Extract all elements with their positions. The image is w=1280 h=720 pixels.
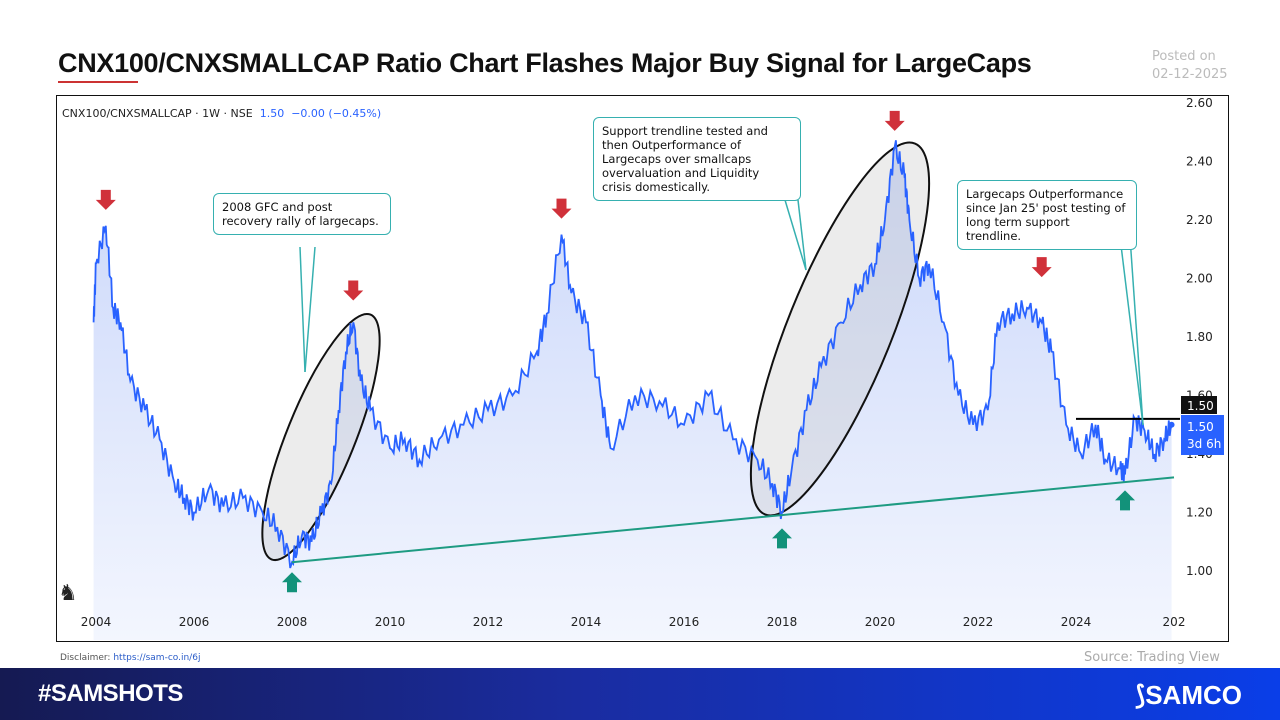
callout-pointer (797, 199, 807, 271)
x-tick-label: 2014 (571, 615, 602, 629)
sell-arrow-icon (884, 110, 905, 131)
series-line (92, 140, 1173, 569)
y-tick-label: 2.60 (1186, 96, 1213, 110)
callout-pointer (1129, 236, 1144, 426)
callout-2025: Largecaps Outperformance since Jan 25' p… (957, 180, 1137, 250)
current-price-tag (1181, 415, 1224, 455)
legend-price: 1.50 (259, 107, 285, 120)
callout-pointer (1119, 236, 1144, 426)
sell-arrow-icon (1031, 257, 1052, 278)
hashtag: #SAMSHOTS (38, 680, 183, 707)
tradingview-logo-icon: ♞ (58, 581, 78, 606)
samco-logo: ⟆SAMCO (1135, 680, 1242, 711)
x-tick-label: 2024 (1061, 615, 1092, 629)
x-tick-label: 2022 (963, 615, 994, 629)
highlight-ellipse-2018 (749, 141, 931, 517)
callout-pointer (304, 246, 316, 373)
buy-arrow-icon (282, 572, 302, 593)
posted-date: 02-12-2025 (1152, 67, 1228, 82)
symbol-info: CNX100/CNXSMALLCAP · 1W · NSE (62, 107, 253, 120)
callout-2018: Support trendline tested and then Outper… (593, 117, 801, 201)
x-tick-label: 2006 (179, 615, 210, 629)
y-tick-label: 2.40 (1186, 155, 1213, 169)
callout-pointer (784, 199, 807, 271)
title-underline (58, 81, 138, 83)
callout-2008: 2008 GFC and post recovery rally of larg… (213, 193, 391, 235)
area-fill (93, 140, 1172, 641)
chart-frame (56, 95, 1229, 642)
x-tick-label: 2018 (767, 615, 798, 629)
x-tick-label: 202 (1163, 615, 1186, 629)
posted-label: Posted on (1152, 49, 1216, 64)
page-title: CNX100/CNXSMALLCAP Ratio Chart Flashes M… (58, 48, 1032, 78)
sell-arrow-icon (343, 280, 364, 301)
x-tick-label: 2008 (277, 615, 308, 629)
highlight-ellipse-2008 (261, 312, 381, 562)
callout-pointer (299, 246, 306, 373)
support-trendline (291, 476, 1175, 564)
x-tick-label: 2020 (865, 615, 896, 629)
samco-logo-text: SAMCO (1145, 680, 1242, 710)
chart-legend: CNX100/CNXSMALLCAP · 1W · NSE 1.50 −0.00… (62, 107, 381, 120)
y-tick-label: 2.20 (1186, 213, 1213, 227)
countdown-text: 3d 6h (1187, 437, 1221, 451)
source-note: Source: Trading View (1084, 650, 1220, 665)
y-tick-label: 1.00 (1186, 564, 1213, 578)
samco-logo-icon: ⟆ (1135, 680, 1146, 710)
sell-arrow-icon (551, 198, 572, 219)
current-price-text: 1.50 (1187, 420, 1214, 434)
x-tick-label: 2012 (473, 615, 504, 629)
disclaimer-link[interactable]: https://sam-co.in/6j (113, 653, 201, 663)
y-tick-label: 1.20 (1186, 506, 1213, 520)
x-tick-label: 2004 (81, 615, 112, 629)
disclaimer-label: Disclaimer: (60, 653, 111, 663)
y-tick-label: 2.00 (1186, 272, 1213, 286)
posted-info: Posted on 02-12-2025 (1152, 48, 1228, 84)
buy-arrow-icon (772, 528, 792, 549)
y-tick-label: 1.80 (1186, 330, 1213, 344)
footer-banner: #SAMSHOTS ⟆SAMCO (0, 668, 1280, 720)
x-tick-label: 2016 (669, 615, 700, 629)
buy-arrow-icon (1115, 490, 1135, 511)
last-point (1168, 421, 1175, 428)
disclaimer: Disclaimer: https://sam-co.in/6j (60, 653, 200, 663)
sell-arrow-icon (95, 189, 116, 210)
legend-change: −0.00 (−0.45%) (291, 107, 382, 120)
last-price-text: 1.50 (1187, 399, 1214, 413)
x-tick-label: 2010 (375, 615, 406, 629)
last-price-tag (1181, 396, 1217, 414)
